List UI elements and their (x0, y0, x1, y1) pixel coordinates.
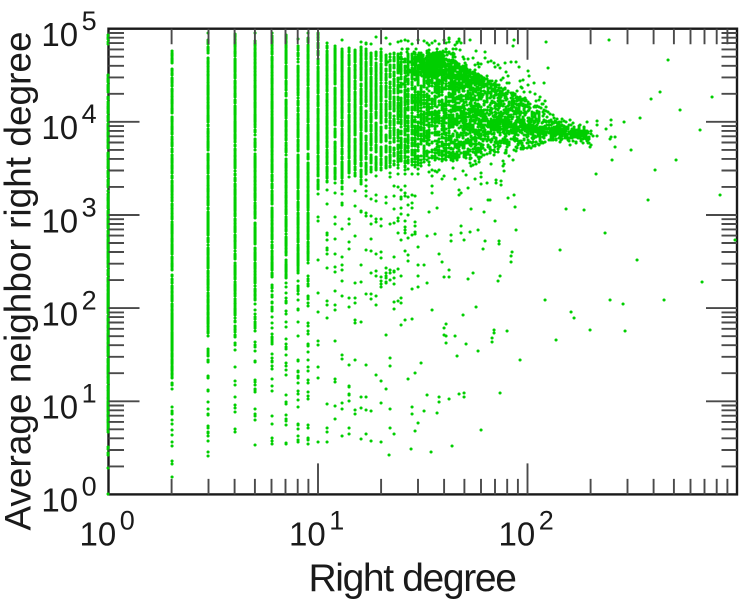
svg-text:Right degree: Right degree (308, 557, 515, 600)
svg-text:Average neighbor right degree: Average neighbor right degree (0, 31, 39, 530)
